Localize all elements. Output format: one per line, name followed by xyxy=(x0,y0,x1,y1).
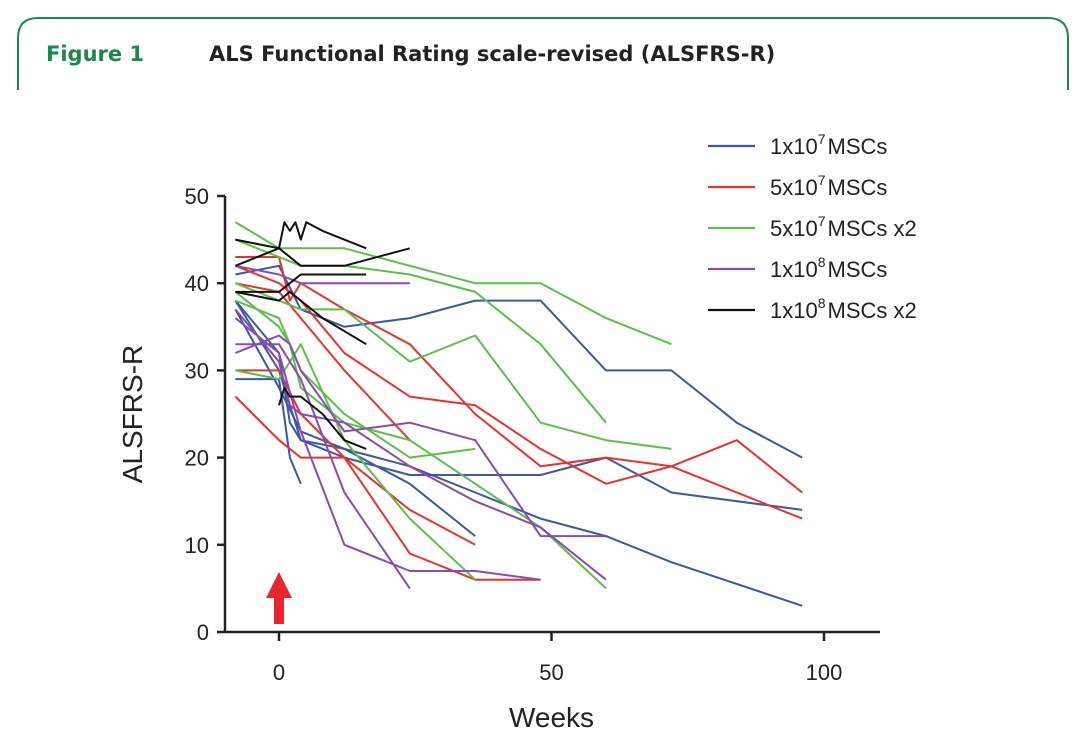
y-tick-label: 20 xyxy=(185,446,209,471)
series-line-21 xyxy=(235,343,411,589)
series-line-12 xyxy=(235,238,607,424)
y-axis-ticks: 0 10 20 30 40 50 xyxy=(185,184,225,645)
series-line-4 xyxy=(235,378,302,485)
series-line-18 xyxy=(235,334,606,538)
series-line-9 xyxy=(234,395,541,581)
series-line-2 xyxy=(234,300,803,511)
series-line-25 xyxy=(235,290,367,346)
x-tick-label: 0 xyxy=(273,660,285,685)
series-line-17 xyxy=(235,264,410,285)
x-axis-label: Weeks xyxy=(509,702,594,733)
series-line-10 xyxy=(235,282,411,441)
figure-label: Figure 1 xyxy=(46,42,145,66)
series-line-13 xyxy=(235,282,672,450)
y-axis-label: ALSFRS-R xyxy=(117,345,148,483)
series-line-5 xyxy=(234,299,476,537)
legend: 1x107MSCs 5x107MSCs 5x107MSCs x2 1x108MSCs 1… xyxy=(708,131,917,323)
y-tick-label: 0 xyxy=(197,620,209,645)
legend-label: 5x107MSCs x2 xyxy=(770,213,917,241)
legend-label: 5x107MSCs xyxy=(770,172,887,200)
y-tick-label: 10 xyxy=(185,533,209,558)
series-line-20 xyxy=(234,317,541,581)
series-line-16 xyxy=(235,343,476,581)
legend-label: 1x107MSCs xyxy=(770,131,887,159)
series-line-8 xyxy=(235,369,476,546)
treatment-arrow xyxy=(266,572,292,624)
series-line-26 xyxy=(278,386,367,450)
y-tick-label: 40 xyxy=(185,271,209,296)
x-tick-label: 50 xyxy=(539,660,563,685)
series-layer xyxy=(234,221,803,607)
series-line-15 xyxy=(234,291,607,590)
x-axis-ticks: 0 50 100 xyxy=(273,632,842,685)
y-tick-label: 30 xyxy=(185,358,209,383)
legend-label: 1x108MSCs xyxy=(770,254,887,282)
legend-label: 1x108MSCs x2 xyxy=(770,295,917,323)
series-line-3 xyxy=(234,308,803,607)
series-line-23 xyxy=(235,247,411,267)
series-line-11 xyxy=(234,221,672,346)
figure-title: ALS Functional Rating scale-revised (ALS… xyxy=(209,42,776,66)
series-line-22 xyxy=(235,221,367,250)
y-tick-label: 50 xyxy=(185,184,209,209)
series-line-19 xyxy=(234,308,607,581)
series-line-24 xyxy=(235,273,367,293)
x-tick-label: 100 xyxy=(806,660,843,685)
